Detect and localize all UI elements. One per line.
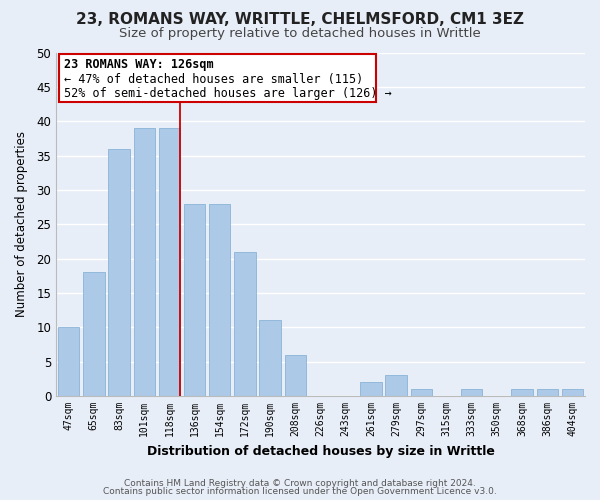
Bar [562, 389, 583, 396]
Bar [461, 389, 482, 396]
Bar [536, 389, 558, 396]
Text: ← 47% of detached houses are smaller (115): ← 47% of detached houses are smaller (11… [64, 73, 363, 86]
Bar [511, 389, 533, 396]
Bar [184, 204, 205, 396]
FancyBboxPatch shape [59, 54, 376, 102]
Text: 23 ROMANS WAY: 126sqm: 23 ROMANS WAY: 126sqm [64, 58, 214, 70]
Text: Contains HM Land Registry data © Crown copyright and database right 2024.: Contains HM Land Registry data © Crown c… [124, 478, 476, 488]
Bar [410, 389, 432, 396]
Bar [58, 328, 79, 396]
Bar [234, 252, 256, 396]
Text: 52% of semi-detached houses are larger (126) →: 52% of semi-detached houses are larger (… [64, 87, 392, 100]
Bar [83, 272, 104, 396]
Bar [109, 148, 130, 396]
Text: Contains public sector information licensed under the Open Government Licence v3: Contains public sector information licen… [103, 487, 497, 496]
Bar [134, 128, 155, 396]
Bar [259, 320, 281, 396]
Bar [284, 355, 306, 396]
Text: Size of property relative to detached houses in Writtle: Size of property relative to detached ho… [119, 28, 481, 40]
Bar [159, 128, 180, 396]
Bar [385, 376, 407, 396]
Bar [209, 204, 230, 396]
Bar [360, 382, 382, 396]
Y-axis label: Number of detached properties: Number of detached properties [15, 132, 28, 318]
Text: 23, ROMANS WAY, WRITTLE, CHELMSFORD, CM1 3EZ: 23, ROMANS WAY, WRITTLE, CHELMSFORD, CM1… [76, 12, 524, 28]
X-axis label: Distribution of detached houses by size in Writtle: Distribution of detached houses by size … [146, 444, 494, 458]
